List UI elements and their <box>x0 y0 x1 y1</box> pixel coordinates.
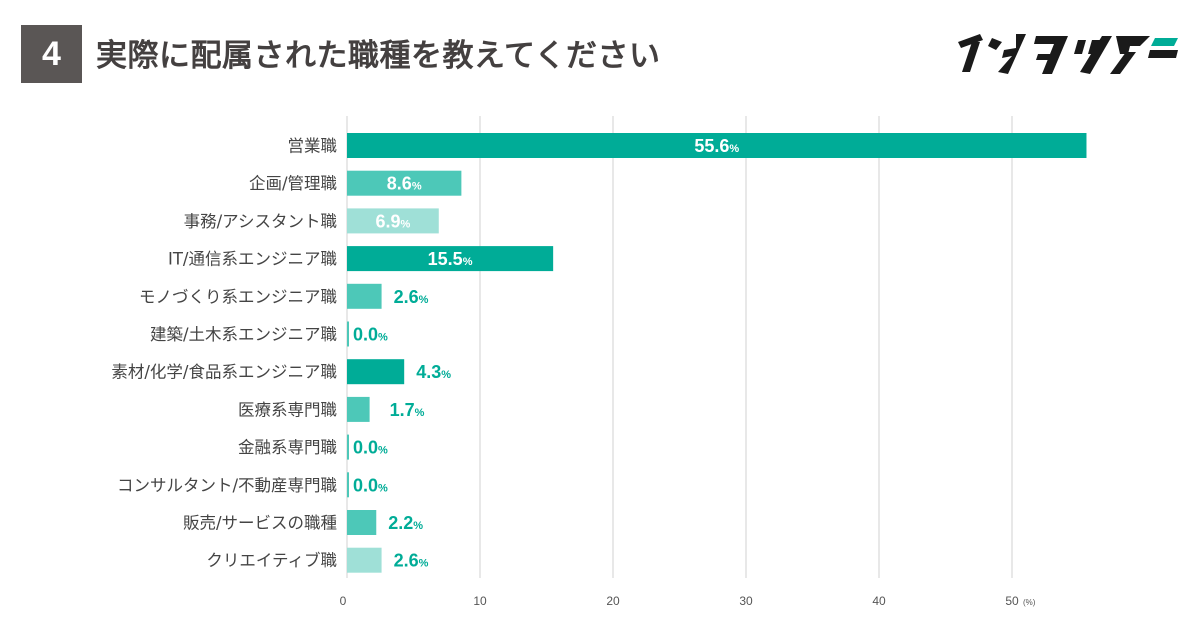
x-tick-label: 20 <box>606 594 620 608</box>
bar <box>347 246 554 272</box>
category-label: 事務/アシスタント職 <box>184 212 337 231</box>
value-labels: 55.6%8.6%6.9%15.5%2.6%0.0%4.3%1.7%0.0%0.… <box>353 136 739 571</box>
category-label: 企画/管理職 <box>249 174 337 193</box>
x-tick-label: 40 <box>872 594 886 608</box>
bars <box>347 133 1087 573</box>
x-axis-unit: (%) <box>1023 598 1036 607</box>
bar <box>347 170 462 196</box>
value-label: 1.7% <box>390 400 425 420</box>
value-label: 4.3% <box>416 362 451 382</box>
bar <box>347 434 349 460</box>
category-label: クリエイティブ職 <box>206 550 337 570</box>
category-label: IT/通信系エンジニア職 <box>168 250 337 269</box>
x-axis-ticks: 0 10 20 30 40 50 (%) <box>340 594 1036 608</box>
bar <box>347 133 1087 158</box>
value-label: 6.9% <box>375 211 410 231</box>
x-tick-label: 0 <box>340 594 347 608</box>
value-label: 15.5% <box>428 249 473 269</box>
x-tick-label: 30 <box>739 594 753 608</box>
x-tick-label: 10 <box>473 594 487 608</box>
question-number: 4 <box>42 34 61 73</box>
bar <box>347 208 439 234</box>
x-tick-label: 50 <box>1005 594 1019 608</box>
value-label: 55.6% <box>694 136 739 156</box>
value-label: 2.6% <box>394 287 429 307</box>
category-label: 医療系専門職 <box>238 400 337 419</box>
question-number-badge: 4 <box>21 25 82 83</box>
bar <box>347 283 382 309</box>
bar <box>347 321 349 347</box>
value-label: 2.6% <box>394 551 429 571</box>
value-label: 2.2% <box>388 513 423 533</box>
bar <box>347 472 349 498</box>
bar <box>347 510 377 535</box>
value-label: 0.0% <box>353 475 388 495</box>
bar <box>347 547 382 573</box>
value-label: 0.0% <box>353 325 388 345</box>
category-label: コンサルタント/不動産専門職 <box>117 476 337 495</box>
value-label: 8.6% <box>387 174 422 194</box>
category-label: 金融系専門職 <box>238 438 337 457</box>
category-label: 販売/サービスの職種 <box>183 514 337 533</box>
category-label: モノづくり系エンジニア職 <box>139 287 337 306</box>
brand-logo <box>958 34 1178 74</box>
category-label: 営業職 <box>288 137 338 156</box>
bar <box>347 359 405 385</box>
value-label: 0.0% <box>353 438 388 458</box>
category-label: 素材/化学/食品系エンジニア職 <box>111 363 337 382</box>
category-label: 建築/土木系エンジニア職 <box>150 325 337 344</box>
question-title: 実際に配属された職種を教えてください <box>96 38 661 74</box>
bar <box>347 396 370 422</box>
